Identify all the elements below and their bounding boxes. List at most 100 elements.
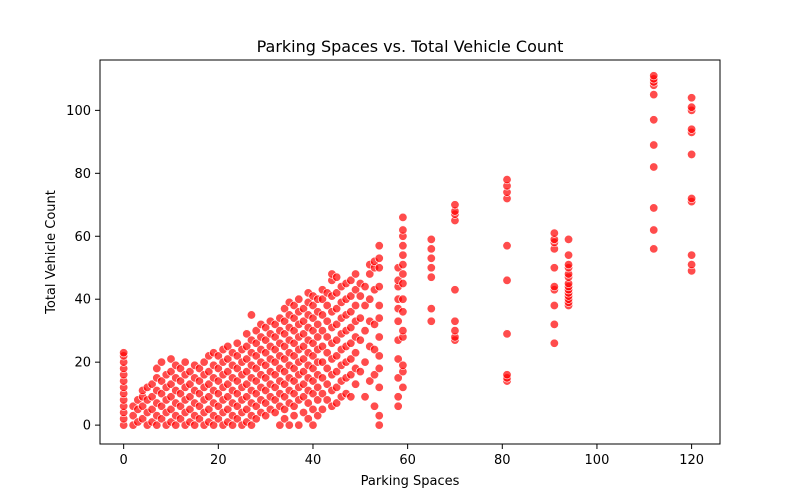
data-point — [270, 319, 280, 329]
data-point — [308, 420, 318, 430]
data-point — [308, 376, 318, 386]
data-point — [194, 401, 204, 411]
data-point — [289, 301, 299, 311]
data-point — [351, 285, 361, 295]
data-point — [346, 307, 356, 317]
data-point — [369, 401, 379, 411]
data-point — [280, 329, 290, 339]
data-point — [360, 326, 370, 336]
y-tick-label: 0 — [83, 419, 91, 434]
x-tick-label: 20 — [210, 453, 227, 468]
data-point — [332, 319, 342, 329]
data-point — [157, 401, 167, 411]
data-point — [549, 263, 559, 273]
data-point — [332, 382, 342, 392]
data-point — [308, 313, 318, 323]
data-point — [251, 351, 261, 361]
data-point — [360, 392, 370, 402]
data-point — [303, 398, 313, 408]
y-tick-label: 20 — [74, 356, 91, 371]
data-point — [204, 404, 214, 414]
data-point — [299, 392, 309, 402]
data-point — [502, 241, 512, 251]
data-point — [261, 348, 271, 358]
data-point — [194, 363, 204, 373]
data-point — [332, 288, 342, 298]
data-point — [426, 304, 436, 314]
data-point — [564, 234, 574, 244]
data-point — [313, 395, 323, 405]
data-point — [289, 313, 299, 323]
data-point — [322, 316, 332, 326]
y-tick-label: 100 — [66, 104, 91, 119]
data-point — [232, 401, 242, 411]
data-point — [232, 389, 242, 399]
data-point — [175, 414, 185, 424]
data-point — [280, 404, 290, 414]
data-point — [270, 408, 280, 418]
data-point — [175, 389, 185, 399]
data-point — [332, 398, 342, 408]
data-point — [213, 401, 223, 411]
data-point — [213, 389, 223, 399]
data-point — [228, 420, 238, 430]
data-point — [223, 404, 233, 414]
data-point — [171, 420, 181, 430]
data-point — [322, 395, 332, 405]
data-point — [251, 401, 261, 411]
data-point — [308, 338, 318, 348]
data-point — [322, 348, 332, 358]
data-point — [289, 376, 299, 386]
data-point — [223, 341, 233, 351]
data-point — [351, 379, 361, 389]
x-tick-label: 40 — [305, 453, 322, 468]
data-point — [317, 310, 327, 320]
data-point — [204, 379, 214, 389]
data-point — [374, 301, 384, 311]
data-point — [299, 329, 309, 339]
data-point — [308, 389, 318, 399]
data-point — [223, 354, 233, 364]
data-point — [251, 376, 261, 386]
data-point — [280, 414, 290, 424]
data-point — [502, 370, 512, 380]
data-point — [185, 404, 195, 414]
data-point — [317, 294, 327, 304]
data-point — [275, 420, 285, 430]
data-point — [289, 351, 299, 361]
data-point — [270, 345, 280, 355]
data-point — [299, 379, 309, 389]
data-point — [313, 332, 323, 342]
data-point — [687, 260, 697, 270]
data-point — [374, 313, 384, 323]
data-point — [332, 335, 342, 345]
data-point — [450, 200, 460, 210]
data-point — [365, 376, 375, 386]
data-point — [284, 420, 294, 430]
data-point — [152, 363, 162, 373]
x-tick-label: 0 — [120, 453, 128, 468]
data-point — [194, 376, 204, 386]
data-point — [246, 420, 256, 430]
data-point — [365, 294, 375, 304]
data-point — [251, 338, 261, 348]
data-point — [374, 263, 384, 273]
data-point — [374, 282, 384, 292]
data-point — [299, 408, 309, 418]
data-point — [270, 382, 280, 392]
x-axis-ticks: 0 20 40 60 80 100 120 — [120, 444, 704, 468]
data-point — [270, 357, 280, 367]
data-point — [303, 414, 313, 424]
data-point — [374, 241, 384, 251]
data-point — [374, 411, 384, 421]
data-point — [398, 360, 408, 370]
data-point — [166, 392, 176, 402]
data-point — [355, 367, 365, 377]
data-point — [280, 354, 290, 364]
data-point — [175, 363, 185, 373]
data-point — [280, 367, 290, 377]
data-point — [374, 420, 384, 430]
data-point — [166, 354, 176, 364]
data-point — [355, 335, 365, 345]
data-point — [194, 389, 204, 399]
